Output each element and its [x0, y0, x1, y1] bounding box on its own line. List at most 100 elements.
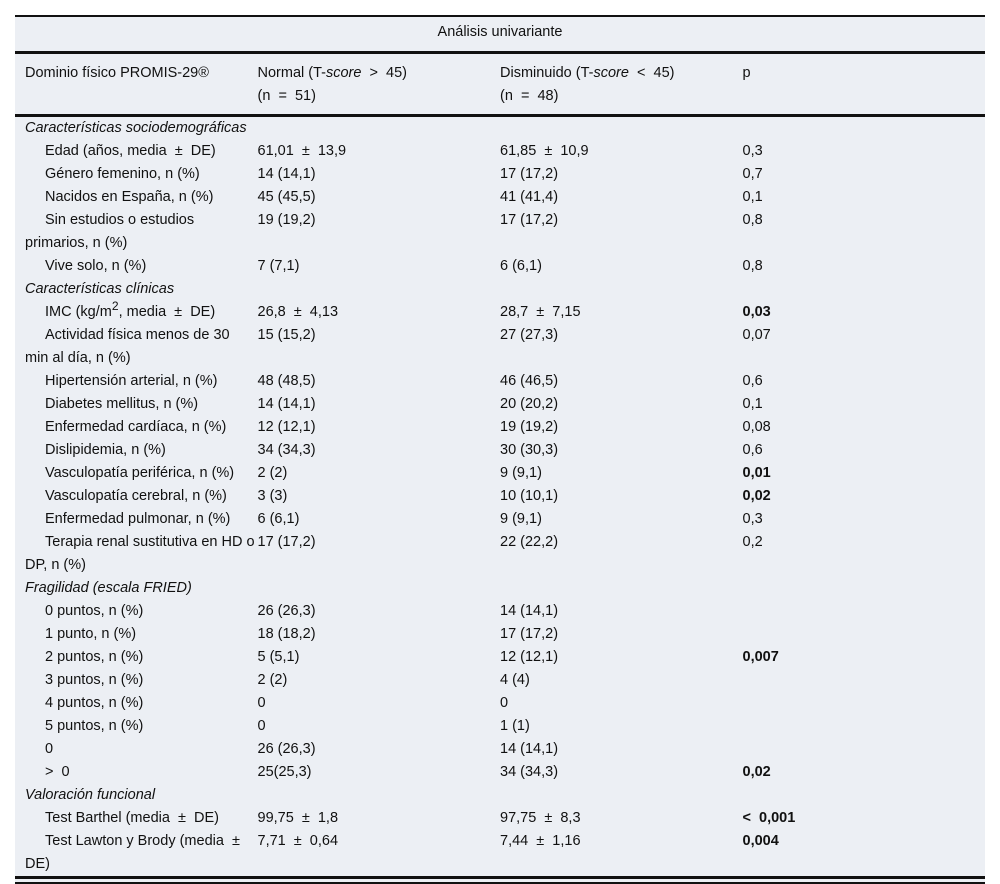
row-label-text: 4 puntos, n (%): [45, 695, 144, 711]
disminuido-value: 22 (22,2): [500, 534, 559, 550]
table-row: Actividad física menos de 30 min al día,…: [15, 324, 985, 370]
normal-value: 45 (45,5): [257, 189, 316, 205]
section-row: Valoración funcional: [15, 784, 985, 807]
normal-value: 14 (14,1): [257, 396, 316, 412]
row-label: Género femenino, n (%): [15, 163, 258, 186]
row-label: Actividad física menos de 30 min al día,…: [15, 324, 258, 370]
p-value: 0,004: [742, 833, 779, 849]
disminuido-value: 4 (4): [500, 672, 530, 688]
p-value: 0,3: [742, 511, 763, 527]
disminuido-value: 46 (46,5): [500, 373, 559, 389]
normal-value: 6 (6,1): [257, 511, 300, 527]
row-label-text: 0: [45, 741, 54, 757]
header-dism-pre: Disminuido (T-: [500, 65, 594, 81]
normal-value: 0: [257, 695, 266, 711]
table-row: Diabetes mellitus, n (%) 14 (14,1) 20 (2…: [15, 393, 985, 416]
p-value: [743, 692, 986, 715]
table-row: 5 puntos, n (%) 0 1 (1): [15, 715, 985, 738]
table-bottom-rule: [15, 876, 985, 883]
row-label: Test Lawton y Brody (media ± DE): [15, 830, 258, 878]
normal-value: 0: [257, 718, 266, 734]
row-label-text: Vive solo, n (%): [45, 258, 147, 274]
normal-value: 5 (5,1): [257, 649, 300, 665]
table-row: Vasculopatía periférica, n (%) 2 (2) 9 (…: [15, 462, 985, 485]
normal-value: 7,71 ± 0,64: [257, 833, 339, 849]
table-row: Vasculopatía cerebral, n (%) 3 (3) 10 (1…: [15, 485, 985, 508]
p-value: < 0,001: [742, 810, 796, 826]
p-value: [743, 623, 986, 646]
row-label-text: Vasculopatía periférica, n (%): [45, 465, 235, 481]
row-label: Nacidos en España, n (%): [15, 186, 258, 209]
normal-value: 99,75 ± 1,8: [257, 810, 339, 826]
disminuido-value: 10 (10,1): [500, 488, 559, 504]
row-label-text: Terapia renal sustitutiva en HD o DP, n …: [25, 534, 259, 573]
normal-value: 2 (2): [257, 465, 288, 481]
disminuido-value: 7,44 ± 1,16: [500, 833, 581, 849]
p-value: 0,1: [742, 189, 763, 205]
disminuido-value: 27 (27,3): [500, 327, 559, 343]
normal-value: 7 (7,1): [257, 258, 300, 274]
p-value: [743, 715, 986, 738]
row-label-post: , media ± DE): [118, 304, 216, 320]
table-row: Edad (años, media ± DE) 61,01 ± 13,9 61,…: [15, 140, 985, 163]
table-row: 0 puntos, n (%) 26 (26,3) 14 (14,1): [15, 600, 985, 623]
normal-value: 26,8 ± 4,13: [257, 304, 339, 320]
header-dism-score: score: [593, 65, 629, 81]
p-value: [743, 669, 986, 692]
row-label-text: Edad (años, media ± DE): [45, 143, 216, 159]
section-row: Características sociodemográficas: [15, 116, 985, 141]
header-normal: Normal (T-score > 45) (n = 51): [257, 52, 500, 117]
header-normal-n: (n = 51): [257, 88, 316, 104]
section-title: Características sociodemográficas: [25, 120, 247, 136]
row-label-text: Género femenino, n (%): [45, 166, 200, 182]
table-row: Terapia renal sustitutiva en HD o DP, n …: [15, 531, 985, 577]
row-label-text: Dislipidemia, n (%): [45, 442, 166, 458]
table-row: Dislipidemia, n (%) 34 (34,3) 30 (30,3) …: [15, 439, 985, 462]
normal-value: 17 (17,2): [257, 534, 316, 550]
row-label-text: 5 puntos, n (%): [45, 718, 144, 734]
disminuido-value: 6 (6,1): [500, 258, 542, 274]
disminuido-value: 34 (34,3): [500, 764, 559, 780]
row-label-text: Enfermedad cardíaca, n (%): [45, 419, 227, 435]
row-label: Enfermedad pulmonar, n (%): [15, 508, 258, 531]
table-row: 4 puntos, n (%) 0 0: [15, 692, 985, 715]
superscript: 2: [111, 299, 119, 314]
row-label: Vasculopatía cerebral, n (%): [15, 485, 258, 508]
table-row: Nacidos en España, n (%) 45 (45,5) 41 (4…: [15, 186, 985, 209]
disminuido-value: 20 (20,2): [500, 396, 559, 412]
normal-value: 61,01 ± 13,9: [257, 143, 347, 159]
row-label-text: IMC (kg/m: [45, 304, 112, 320]
table-row: Enfermedad cardíaca, n (%) 12 (12,1) 19 …: [15, 416, 985, 439]
header-normal-pre: Normal (T-: [257, 65, 326, 81]
normal-value: 14 (14,1): [257, 166, 316, 182]
header-dism-n: (n = 48): [500, 88, 559, 104]
normal-value: 48 (48,5): [257, 373, 316, 389]
normal-value: 34 (34,3): [257, 442, 316, 458]
row-label: IMC (kg/m2, media ± DE): [15, 299, 258, 324]
row-label: Sin estudios o estudios primarios, n (%): [15, 209, 258, 255]
p-value: 0,8: [742, 212, 763, 228]
row-label: Diabetes mellitus, n (%): [15, 393, 258, 416]
row-label: 0: [15, 738, 258, 761]
table-row: IMC (kg/m2, media ± DE) 26,8 ± 4,13 28,7…: [15, 299, 985, 324]
normal-value: 19 (19,2): [257, 212, 316, 228]
results-table-container: Análisis univariante Dominio físico PROM…: [15, 15, 985, 884]
normal-value: 3 (3): [257, 488, 288, 504]
header-normal-score: score: [325, 65, 362, 81]
row-label: 5 puntos, n (%): [15, 715, 258, 738]
normal-value: 26 (26,3): [257, 603, 316, 619]
row-label: Terapia renal sustitutiva en HD o DP, n …: [15, 531, 258, 577]
normal-value: 18 (18,2): [257, 626, 316, 642]
table-row: 2 puntos, n (%) 5 (5,1) 12 (12,1) 0,007: [15, 646, 985, 669]
row-label: Edad (años, media ± DE): [15, 140, 258, 163]
table-row: Sin estudios o estudios primarios, n (%)…: [15, 209, 985, 255]
p-value: 0,3: [742, 143, 763, 159]
column-header-row: Dominio físico PROMIS-29® Normal (T-scor…: [15, 52, 985, 117]
row-label: Test Barthel (media ± DE): [15, 807, 258, 830]
row-label-text: Enfermedad pulmonar, n (%): [45, 511, 231, 527]
disminuido-value: 0: [500, 695, 509, 711]
disminuido-value: 9 (9,1): [500, 465, 542, 481]
row-label: Vasculopatía periférica, n (%): [15, 462, 258, 485]
p-value: 0,6: [742, 373, 763, 389]
p-value: 0,007: [742, 649, 779, 665]
